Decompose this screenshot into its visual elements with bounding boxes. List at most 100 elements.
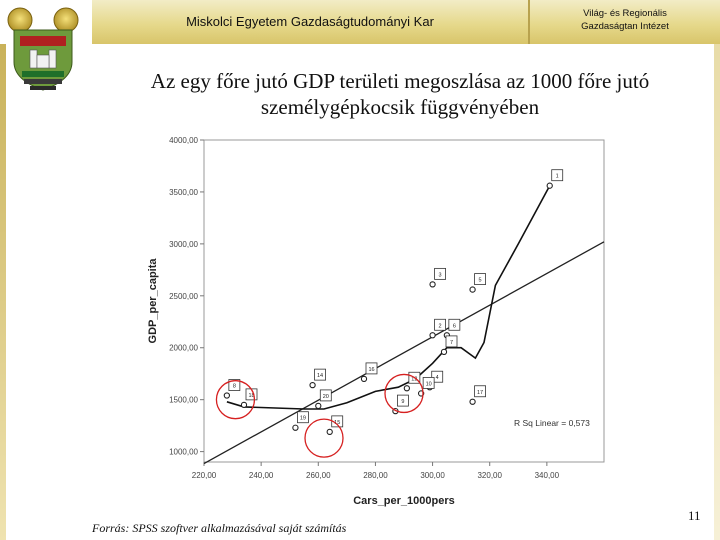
- highlight-circle: [384, 373, 424, 414]
- header-band: [92, 0, 720, 44]
- x-tick-label: 240,00: [249, 471, 274, 480]
- point-marker: [223, 392, 231, 399]
- point-marker: [403, 385, 411, 392]
- point-label-box: [431, 370, 444, 383]
- data-point: 8: [223, 379, 241, 399]
- right-decor-strip: [714, 44, 720, 540]
- x-tick-label: 260,00: [306, 471, 331, 480]
- point-label-box: [474, 385, 486, 398]
- point-marker: [240, 401, 248, 409]
- point-marker: [315, 402, 322, 410]
- highlight-circle: [304, 418, 344, 458]
- point-marker: [469, 286, 476, 293]
- point-label-box: [314, 368, 326, 381]
- point-label: 8: [233, 384, 236, 390]
- point-label-box: [319, 389, 332, 402]
- point-label-box: [422, 377, 435, 389]
- point-label: 7: [450, 340, 453, 346]
- point-label: 12: [411, 376, 417, 382]
- point-label: 1: [556, 174, 559, 180]
- point-label-box: [474, 273, 486, 285]
- university-crest-icon: [7, 7, 79, 91]
- point-marker: [469, 398, 476, 405]
- point-marker: [292, 424, 299, 431]
- point-label-box: [448, 318, 461, 331]
- point-label-box: [445, 335, 458, 348]
- y-tick-label: 2500,00: [169, 292, 198, 301]
- x-tick-label: 340,00: [535, 471, 560, 480]
- y-tick-label: 3500,00: [169, 188, 198, 197]
- scatter-chart-svg: 220,00 240,00 260,00 280,00 300,00 320,00 340,…: [147, 136, 605, 507]
- point-label-box: [551, 169, 564, 182]
- data-point: 1: [546, 169, 564, 189]
- institute-line-1: Világ- és Regionális: [583, 8, 667, 19]
- slide-title: Az egy főre jutó GDP területi megoszlása…: [80, 68, 720, 120]
- data-point: 20: [315, 389, 332, 410]
- point-marker: [429, 281, 436, 288]
- point-label-box: [297, 411, 309, 424]
- institute-line-2: Gazdaságtan Intézet: [581, 21, 669, 32]
- point-label: 3: [439, 272, 442, 278]
- point-label: 9: [401, 399, 404, 405]
- data-point: 14: [309, 368, 326, 389]
- plot-frame: [203, 139, 605, 463]
- point-label: 20: [323, 394, 329, 400]
- data-point: 16: [360, 362, 378, 383]
- point-label-box: [365, 362, 378, 375]
- y-tick-label: 2000,00: [169, 344, 198, 353]
- r-squared-annotation: R Sq Linear = 0,573: [514, 418, 590, 428]
- institute-name: Világ- és Regionális Gazdaságtan Intézet: [530, 7, 720, 33]
- point-label: 17: [477, 390, 483, 396]
- point-label-box: [228, 379, 241, 391]
- point-label: 18: [248, 393, 254, 399]
- highlight-circles: [215, 373, 424, 458]
- scatter-chart: 220,00 240,00 260,00 280,00 300,00 320,00 340,…: [128, 126, 612, 516]
- y-tick-label: 3000,00: [169, 240, 198, 249]
- linear-fit-line: [203, 241, 605, 465]
- y-axis-label: GDP_per_capita: [147, 258, 159, 344]
- title-line-1: Az egy főre jutó GDP területi megoszlása…: [150, 69, 650, 93]
- x-tick-label: 280,00: [363, 471, 388, 480]
- faculty-name: Miskolci Egyetem Gazdaságtudományi Kar: [186, 14, 434, 29]
- page-number: 11: [688, 508, 701, 523]
- point-label: 10: [426, 381, 432, 387]
- point-label: 15: [334, 420, 340, 426]
- point-label-box: [397, 394, 409, 407]
- data-point: 3: [429, 267, 446, 288]
- point-marker: [326, 428, 333, 436]
- data-point: 5: [469, 273, 486, 293]
- point-marker: [309, 381, 316, 389]
- y-tick-label: 1000,00: [169, 448, 198, 457]
- point-label: 19: [300, 416, 306, 422]
- point-label-box: [434, 267, 446, 280]
- title-line-2: személygépkocsik függvényében: [260, 95, 540, 119]
- point-label: 5: [479, 278, 482, 284]
- y-tick-label: 1500,00: [169, 396, 198, 405]
- point-marker: [429, 332, 436, 339]
- point-label-box: [434, 318, 446, 331]
- x-tick-label: 220,00: [192, 471, 217, 480]
- point-label: 4: [436, 375, 439, 381]
- x-axis-label: Cars_per_1000pers: [353, 495, 455, 507]
- data-point: 7: [440, 335, 458, 356]
- y-tick-label: 4000,00: [169, 136, 198, 145]
- header-divider: [528, 0, 530, 44]
- y-axis-ticks: 1000,00 1500,00 2000,00 2500,00 3000,00 3500,…: [169, 136, 204, 457]
- point-label: 6: [453, 323, 456, 329]
- left-decor-strip: [0, 44, 6, 540]
- point-marker: [360, 375, 368, 383]
- point-marker: [546, 182, 553, 189]
- point-label: 2: [439, 323, 442, 329]
- x-tick-label: 300,00: [420, 471, 445, 480]
- point-marker: [440, 348, 448, 356]
- data-points: 1 3 5 2 6 7 16 14 4 12 10 8 17 18 20 9 19 15: [223, 169, 564, 436]
- x-tick-label: 320,00: [477, 471, 502, 480]
- highlight-circle: [215, 380, 256, 420]
- x-axis-ticks: 220,00 240,00 260,00 280,00 300,00 320,00 340,…: [192, 462, 560, 480]
- point-label: 16: [368, 367, 374, 373]
- data-point: 17: [469, 385, 486, 405]
- point-label: 14: [317, 373, 323, 379]
- data-point: 19: [292, 411, 309, 431]
- source-note: Forrás: SPSS szoftver alkalmazásával saj…: [92, 521, 347, 535]
